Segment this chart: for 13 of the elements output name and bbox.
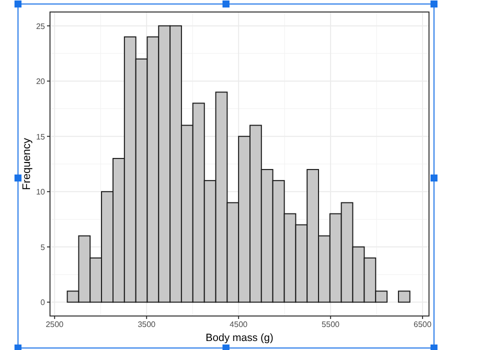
x-axis-title: Body mass (g) <box>206 332 274 344</box>
y-tick-label: 5 <box>40 242 46 252</box>
y-tick-label: 25 <box>36 22 46 31</box>
x-tick-label: 6500 <box>414 320 432 329</box>
y-tick-label: 10 <box>36 188 46 197</box>
x-tick-label: 5500 <box>322 320 340 329</box>
x-tick-label: 2500 <box>46 320 64 329</box>
y-axis-title: Frequency <box>21 138 33 190</box>
y-tick-label: 20 <box>36 77 46 86</box>
y-tick-label: 0 <box>40 298 46 308</box>
x-tick-label: 4500 <box>230 320 248 329</box>
x-tick-label: 3500 <box>138 320 156 329</box>
y-tick-label: 15 <box>36 132 46 142</box>
